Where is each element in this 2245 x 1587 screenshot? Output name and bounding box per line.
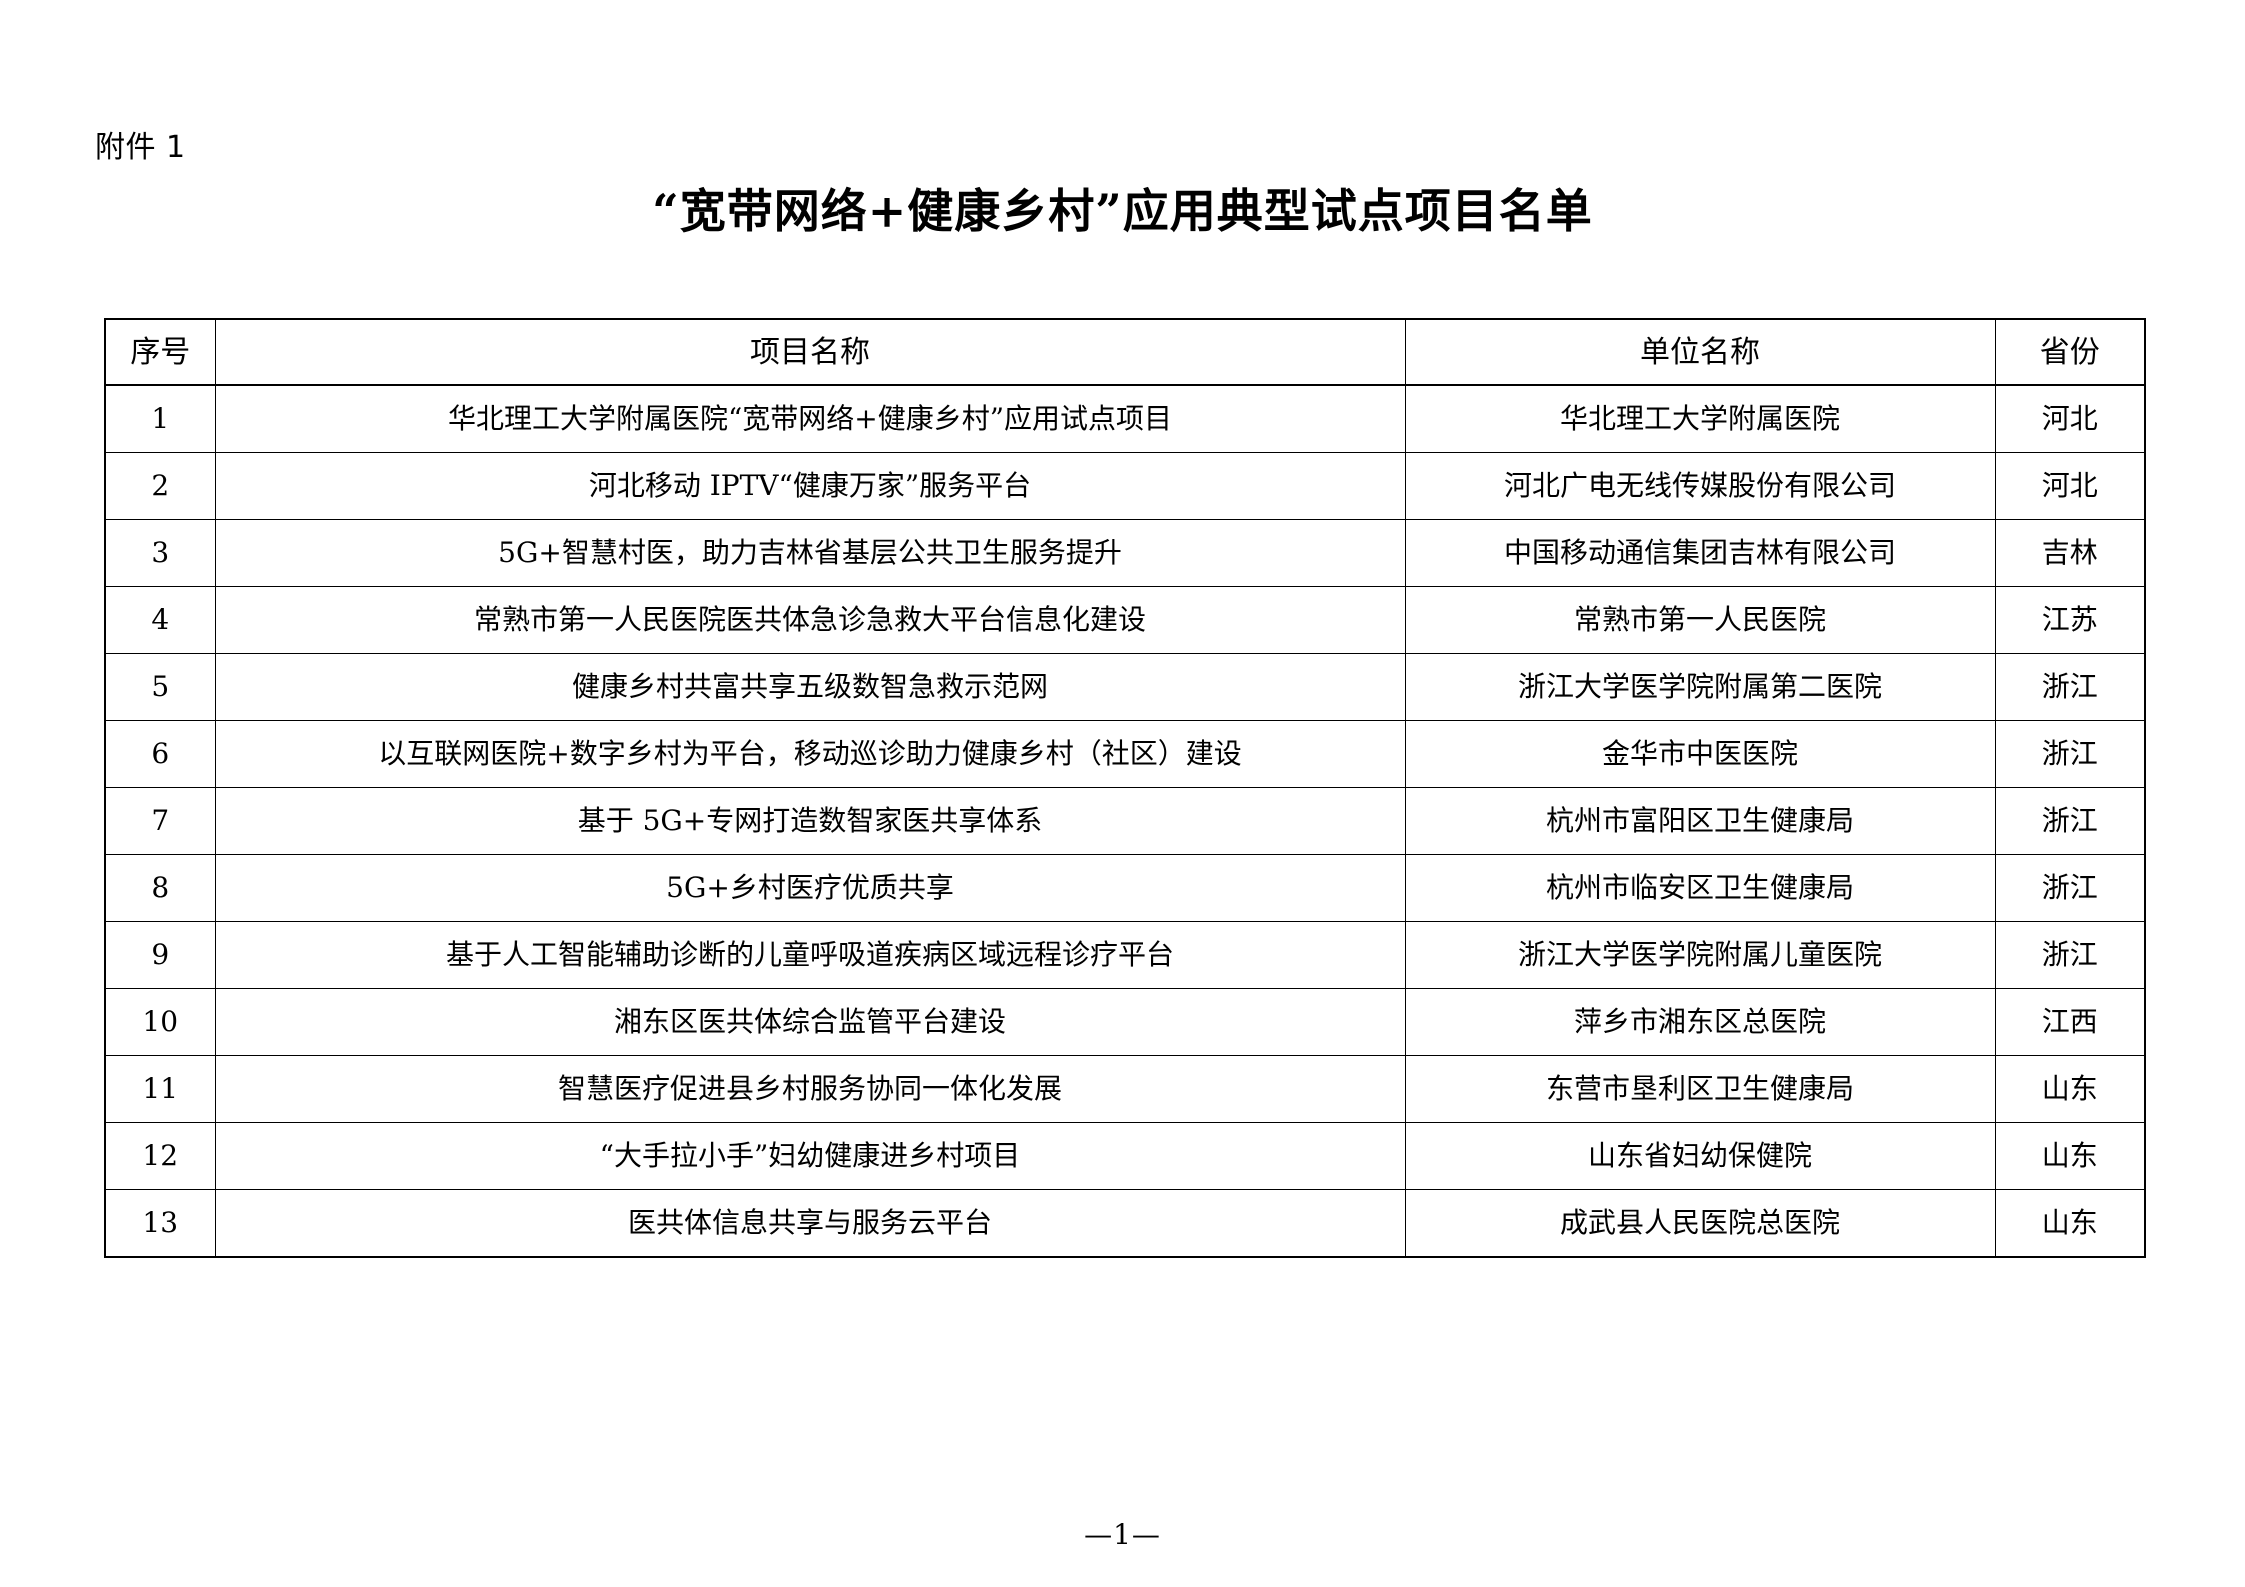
cell-organization: 成武县人民医院总医院 (1404, 1189, 1996, 1258)
cell-province: 江西 (1994, 988, 2146, 1056)
cell-project: 河北移动 IPTV“健康万家”服务平台 (214, 452, 1406, 520)
cell-organization: 山东省妇幼保健院 (1404, 1122, 1996, 1190)
table-row: 7 基于 5G+专网打造数智家医共享体系 杭州市富阳区卫生健康局 浙江 (104, 787, 2146, 855)
cell-project: 常熟市第一人民医院医共体急诊急救大平台信息化建设 (214, 586, 1406, 654)
cell-project: 以互联网医院+数字乡村为平台，移动巡诊助力健康乡村（社区）建设 (214, 720, 1406, 788)
cell-organization: 东营市垦利区卫生健康局 (1404, 1055, 1996, 1123)
cell-province: 河北 (1994, 452, 2146, 520)
cell-project: 医共体信息共享与服务云平台 (214, 1189, 1406, 1258)
cell-project: 华北理工大学附属医院“宽带网络+健康乡村”应用试点项目 (214, 384, 1406, 453)
table-row: 1 华北理工大学附属医院“宽带网络+健康乡村”应用试点项目 华北理工大学附属医院… (104, 384, 2146, 453)
cell-province: 山东 (1994, 1055, 2146, 1123)
cell-organization: 浙江大学医学院附属儿童医院 (1404, 921, 1996, 989)
cell-organization: 杭州市富阳区卫生健康局 (1404, 787, 1996, 855)
cell-organization: 萍乡市湘东区总医院 (1404, 988, 1996, 1056)
table-row: 6 以互联网医院+数字乡村为平台，移动巡诊助力健康乡村（社区）建设 金华市中医医… (104, 720, 2146, 788)
cell-project: 基于人工智能辅助诊断的儿童呼吸道疾病区域远程诊疗平台 (214, 921, 1406, 989)
column-header-seq: 序号 (104, 318, 216, 386)
cell-organization: 金华市中医医院 (1404, 720, 1996, 788)
cell-project: 5G+智慧村医，助力吉林省基层公共卫生服务提升 (214, 519, 1406, 587)
attachment-label: 附件 1 (95, 130, 186, 165)
cell-project: 5G+乡村医疗优质共享 (214, 854, 1406, 922)
table-row: 13 医共体信息共享与服务云平台 成武县人民医院总医院 山东 (104, 1189, 2146, 1258)
table-row: 12 “大手拉小手”妇幼健康进乡村项目 山东省妇幼保健院 山东 (104, 1122, 2146, 1190)
cell-province: 浙江 (1994, 720, 2146, 788)
table-header-row: 序号 项目名称 单位名称 省份 (104, 318, 2146, 386)
page-number-footer: —1— (1084, 1518, 1161, 1551)
table-row: 8 5G+乡村医疗优质共享 杭州市临安区卫生健康局 浙江 (104, 854, 2146, 922)
table-row: 4 常熟市第一人民医院医共体急诊急救大平台信息化建设 常熟市第一人民医院 江苏 (104, 586, 2146, 654)
cell-seq: 1 (104, 384, 216, 453)
table-row: 5 健康乡村共富共享五级数智急救示范网 浙江大学医学院附属第二医院 浙江 (104, 653, 2146, 721)
table-row: 10 湘东区医共体综合监管平台建设 萍乡市湘东区总医院 江西 (104, 988, 2146, 1056)
project-table-container: 序号 项目名称 单位名称 省份 1 华北理工大学附属医院“宽带网络+健康乡村”应… (104, 318, 2146, 1258)
column-header-organization: 单位名称 (1404, 318, 1996, 386)
cell-seq: 9 (104, 921, 216, 989)
cell-seq: 6 (104, 720, 216, 788)
cell-province: 山东 (1994, 1122, 2146, 1190)
cell-seq: 7 (104, 787, 216, 855)
cell-province: 江苏 (1994, 586, 2146, 654)
cell-province: 河北 (1994, 384, 2146, 453)
cell-province: 浙江 (1994, 787, 2146, 855)
cell-seq: 8 (104, 854, 216, 922)
cell-seq: 10 (104, 988, 216, 1056)
cell-organization: 浙江大学医学院附属第二医院 (1404, 653, 1996, 721)
cell-seq: 4 (104, 586, 216, 654)
cell-organization: 华北理工大学附属医院 (1404, 384, 1996, 453)
cell-project: 湘东区医共体综合监管平台建设 (214, 988, 1406, 1056)
cell-seq: 13 (104, 1189, 216, 1258)
cell-seq: 2 (104, 452, 216, 520)
cell-organization: 河北广电无线传媒股份有限公司 (1404, 452, 1996, 520)
cell-organization: 常熟市第一人民医院 (1404, 586, 1996, 654)
cell-project: 基于 5G+专网打造数智家医共享体系 (214, 787, 1406, 855)
cell-province: 浙江 (1994, 854, 2146, 922)
page-title: “宽带网络+健康乡村”应用典型试点项目名单 (652, 184, 1593, 238)
cell-province: 浙江 (1994, 653, 2146, 721)
cell-organization: 杭州市临安区卫生健康局 (1404, 854, 1996, 922)
cell-seq: 5 (104, 653, 216, 721)
cell-seq: 11 (104, 1055, 216, 1123)
cell-province: 浙江 (1994, 921, 2146, 989)
cell-project: 健康乡村共富共享五级数智急救示范网 (214, 653, 1406, 721)
table-row: 11 智慧医疗促进县乡村服务协同一体化发展 东营市垦利区卫生健康局 山东 (104, 1055, 2146, 1123)
cell-project: “大手拉小手”妇幼健康进乡村项目 (214, 1122, 1406, 1190)
table-row: 9 基于人工智能辅助诊断的儿童呼吸道疾病区域远程诊疗平台 浙江大学医学院附属儿童… (104, 921, 2146, 989)
column-header-project: 项目名称 (214, 318, 1406, 386)
cell-seq: 3 (104, 519, 216, 587)
cell-province: 山东 (1994, 1189, 2146, 1258)
table-row: 3 5G+智慧村医，助力吉林省基层公共卫生服务提升 中国移动通信集团吉林有限公司… (104, 519, 2146, 587)
table-body: 1 华北理工大学附属医院“宽带网络+健康乡村”应用试点项目 华北理工大学附属医院… (104, 384, 2146, 1258)
cell-province: 吉林 (1994, 519, 2146, 587)
cell-organization: 中国移动通信集团吉林有限公司 (1404, 519, 1996, 587)
project-list-table: 序号 项目名称 单位名称 省份 1 华北理工大学附属医院“宽带网络+健康乡村”应… (104, 318, 2146, 1258)
cell-seq: 12 (104, 1122, 216, 1190)
table-row: 2 河北移动 IPTV“健康万家”服务平台 河北广电无线传媒股份有限公司 河北 (104, 452, 2146, 520)
column-header-province: 省份 (1994, 318, 2146, 386)
cell-project: 智慧医疗促进县乡村服务协同一体化发展 (214, 1055, 1406, 1123)
